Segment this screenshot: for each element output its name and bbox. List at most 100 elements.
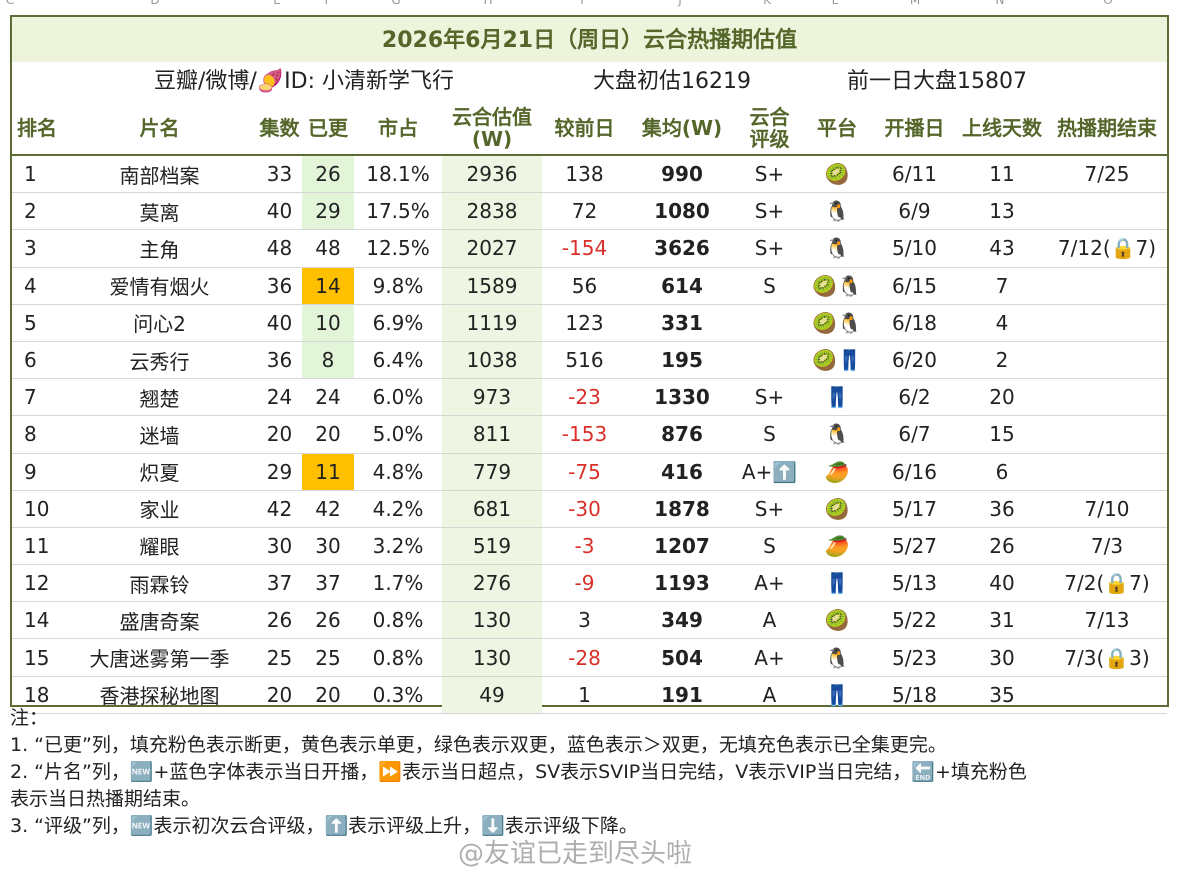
table-cell: 2 xyxy=(12,192,62,231)
table-cell: 炽夏 xyxy=(62,453,257,491)
table-cell: 4.8% xyxy=(354,453,442,491)
table-cell: 990 xyxy=(627,155,737,194)
table-cell: S+ xyxy=(737,229,802,268)
table-cell: 42 xyxy=(302,490,354,528)
table-cell: 南部档案 xyxy=(62,155,257,194)
column-letter: F xyxy=(324,0,332,7)
table-cell: 331 xyxy=(627,304,737,342)
table-cell: 🐧 xyxy=(802,415,872,454)
table-cell: 5/23 xyxy=(872,638,957,677)
table-cell: 2027 xyxy=(442,229,542,268)
table-row: 5 问心2 40 10 6.9% 1119 123 331 🥝🐧 6/18 4 xyxy=(12,304,1167,342)
table-cell: 2 xyxy=(957,341,1047,380)
note-line: 表示当日热播期结束。 xyxy=(10,788,201,810)
note-line: 2. “片名”列，🆕+蓝色字体表示当日开播，⏩表示当日超点，SV表示SVIP当日… xyxy=(10,761,1027,783)
table-row: 18 香港探秘地图 20 20 0.3% 49 1 191 A 👖 5/18 35 xyxy=(12,676,1167,714)
table-cell: 5/18 xyxy=(872,676,957,714)
column-letter: H xyxy=(483,0,493,7)
table-cell: 276 xyxy=(442,564,542,603)
column-header: 已更 xyxy=(302,102,354,156)
table-cell: 🥝 xyxy=(802,490,872,528)
table-cell: 26 xyxy=(257,601,302,640)
table-cell: 🥭 xyxy=(802,527,872,566)
table-cell: S xyxy=(737,415,802,454)
table-cell: 1.7% xyxy=(354,564,442,603)
column-header: 集数 xyxy=(257,102,302,156)
table-cell: 138 xyxy=(542,155,627,194)
table-cell: 5/10 xyxy=(872,229,957,268)
table-cell: A+⬆️ xyxy=(737,453,802,491)
table-cell: 6/16 xyxy=(872,453,957,491)
table-cell: -23 xyxy=(542,378,627,417)
column-letter: C xyxy=(5,0,15,7)
table-cell: 20 xyxy=(257,676,302,714)
table-cell: S+ xyxy=(737,490,802,528)
table-cell: S xyxy=(737,267,802,305)
table-cell: 👖 xyxy=(802,564,872,603)
table-cell xyxy=(737,304,802,342)
table-cell: 1330 xyxy=(627,378,737,417)
table-cell: 40 xyxy=(957,564,1047,603)
table-cell: 37 xyxy=(257,564,302,603)
column-letter: K xyxy=(763,0,771,7)
column-header: 较前日 xyxy=(542,102,627,156)
table-cell: 36 xyxy=(257,267,302,305)
table-cell: 12 xyxy=(12,564,62,603)
notes-heading: 注： xyxy=(10,707,49,729)
table-cell: 1589 xyxy=(442,267,542,305)
table-cell: 3 xyxy=(12,229,62,268)
title: 2026年6月21日（周日）云合热播期估值 xyxy=(12,17,1167,62)
previous: 前一日大盘15807 xyxy=(847,69,1027,94)
table-cell: 6.4% xyxy=(354,341,442,380)
table-cell xyxy=(1047,267,1167,305)
table-cell: 24 xyxy=(302,378,354,417)
table-cell: 🥝👖 xyxy=(802,341,872,380)
table-cell: 14 xyxy=(302,267,354,305)
table-cell: S xyxy=(737,527,802,566)
table-cell: 130 xyxy=(442,601,542,640)
table-row: 1 南部档案 33 26 18.1% 2936 138 990 S+ 🥝 6/11 11 7/25 xyxy=(12,155,1167,194)
table-cell: S+ xyxy=(737,378,802,417)
table-cell xyxy=(1047,676,1167,714)
column-header: 上线天数 xyxy=(957,102,1047,156)
table-cell: 18.1% xyxy=(354,155,442,194)
table-cell: 20 xyxy=(302,676,354,714)
column-header: 排名 xyxy=(12,102,62,156)
column-letter: G xyxy=(391,0,401,7)
table: 排名 片名 集数 已更 市占 云合估值 (W) 较前日 集均(W) 云合 评级 平台 开播日 上线天数… xyxy=(12,102,1167,714)
table-cell: 30 xyxy=(257,527,302,566)
table-cell: 🥝 xyxy=(802,155,872,194)
table-cell: 29 xyxy=(302,192,354,231)
table-cell: 🐧 xyxy=(802,229,872,268)
table-cell: 5/13 xyxy=(872,564,957,603)
table-cell: 42 xyxy=(257,490,302,528)
table-cell: 香港探秘地图 xyxy=(62,676,257,714)
column-letter: I xyxy=(580,0,584,7)
table-cell: 1 xyxy=(542,676,627,714)
table-cell: 家业 xyxy=(62,490,257,528)
column-letter: O xyxy=(1103,0,1113,7)
table-cell: 7 xyxy=(12,378,62,417)
table-cell: 20 xyxy=(957,378,1047,417)
table-cell: 6/2 xyxy=(872,378,957,417)
table-cell: 7/10 xyxy=(1047,490,1167,528)
table-cell: 9 xyxy=(12,453,62,491)
table-cell: 416 xyxy=(627,453,737,491)
table-cell: 195 xyxy=(627,341,737,380)
table-cell: 7/12(🔒7) xyxy=(1047,229,1167,268)
table-cell: 29 xyxy=(257,453,302,491)
table-cell: 14 xyxy=(12,601,62,640)
table-cell: 7/13 xyxy=(1047,601,1167,640)
table-cell: 8 xyxy=(302,341,354,380)
column-letter: L xyxy=(831,0,839,7)
column-header: 云合估值 (W) xyxy=(442,102,542,156)
column-header: 市占 xyxy=(354,102,442,156)
table-cell: 40 xyxy=(257,192,302,231)
table-cell: 9.8% xyxy=(354,267,442,305)
table-cell: 6/9 xyxy=(872,192,957,231)
table-cell: 5/27 xyxy=(872,527,957,566)
table-cell: 15 xyxy=(957,415,1047,454)
table-cell: 6/18 xyxy=(872,304,957,342)
table-cell: 72 xyxy=(542,192,627,231)
